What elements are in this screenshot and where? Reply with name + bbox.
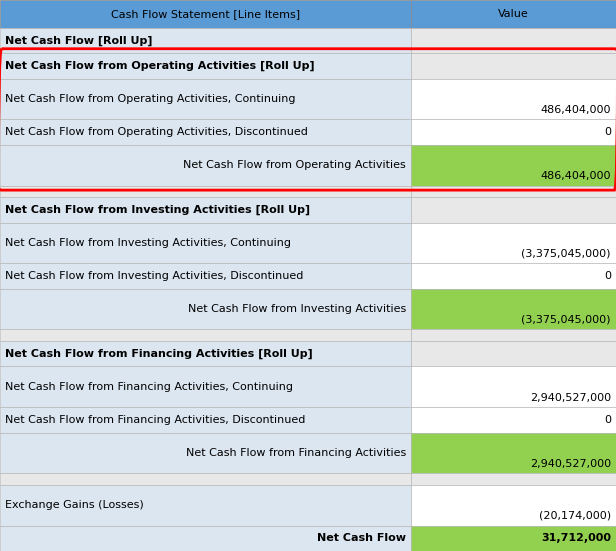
Text: Net Cash Flow from Operating Activities, Continuing: Net Cash Flow from Operating Activities,… [5,94,296,104]
Text: Net Cash Flow from Financing Activities: Net Cash Flow from Financing Activities [186,448,406,458]
Text: Net Cash Flow from Investing Activities: Net Cash Flow from Investing Activities [188,304,406,314]
Bar [0,407,411,433]
Bar [0,485,411,526]
Text: Net Cash Flow from Operating Activities [Roll Up]: Net Cash Flow from Operating Activities … [5,61,315,71]
Text: Net Cash Flow from Investing Activities, Continuing: Net Cash Flow from Investing Activities,… [5,238,291,248]
Text: 31,712,000: 31,712,000 [541,533,611,543]
Text: 2,940,527,000: 2,940,527,000 [530,459,611,469]
Bar [411,433,616,473]
Text: 486,404,000: 486,404,000 [540,105,611,115]
Text: 486,404,000: 486,404,000 [540,171,611,181]
Bar [411,120,616,145]
Text: Net Cash Flow: Net Cash Flow [317,533,406,543]
Text: Net Cash Flow from Investing Activities, Discontinued: Net Cash Flow from Investing Activities,… [5,271,303,281]
Bar [0,145,411,186]
Text: Net Cash Flow from Operating Activities: Net Cash Flow from Operating Activities [184,160,406,170]
Bar [411,329,616,341]
Bar [0,433,411,473]
Bar [411,366,616,407]
Text: Net Cash Flow from Financing Activities, Continuing: Net Cash Flow from Financing Activities,… [5,382,293,392]
Bar [411,186,616,197]
Text: Cash Flow Statement [Line Items]: Cash Flow Statement [Line Items] [111,9,300,19]
Bar [411,407,616,433]
Bar [0,366,411,407]
Text: (3,375,045,000): (3,375,045,000) [522,249,611,259]
Text: 0: 0 [604,415,611,425]
Bar [0,341,411,366]
Bar [411,28,616,53]
Text: 0: 0 [604,127,611,137]
Bar [411,485,616,526]
Bar [0,53,411,79]
Bar [411,341,616,366]
Bar [0,120,411,145]
Bar [411,473,616,485]
Bar [0,79,411,120]
Bar [411,289,616,329]
Bar [411,526,616,551]
Bar [0,197,411,223]
Text: Net Cash Flow from Operating Activities, Discontinued: Net Cash Flow from Operating Activities,… [5,127,308,137]
Text: Net Cash Flow from Financing Activities, Discontinued: Net Cash Flow from Financing Activities,… [5,415,306,425]
Bar [411,53,616,79]
Bar [0,186,411,197]
Text: (3,375,045,000): (3,375,045,000) [522,315,611,325]
Text: Exchange Gains (Losses): Exchange Gains (Losses) [5,500,144,510]
Bar [0,473,411,485]
Bar [0,263,411,289]
Text: 2,940,527,000: 2,940,527,000 [530,393,611,403]
Bar [0,289,411,329]
Bar [0,223,411,263]
Text: (20,174,000): (20,174,000) [539,511,611,521]
Text: Value: Value [498,9,529,19]
Bar [0,28,411,53]
Bar [411,79,616,120]
Text: Net Cash Flow from Financing Activities [Roll Up]: Net Cash Flow from Financing Activities … [5,349,313,359]
Bar [0,329,411,341]
Text: Net Cash Flow [Roll Up]: Net Cash Flow [Roll Up] [5,35,153,46]
Bar [0,0,411,28]
Bar [411,0,616,28]
Bar [411,145,616,186]
Bar [411,197,616,223]
Text: Net Cash Flow from Investing Activities [Roll Up]: Net Cash Flow from Investing Activities … [5,204,310,215]
Bar [411,223,616,263]
Bar [0,526,411,551]
Text: 0: 0 [604,271,611,281]
Bar [411,263,616,289]
